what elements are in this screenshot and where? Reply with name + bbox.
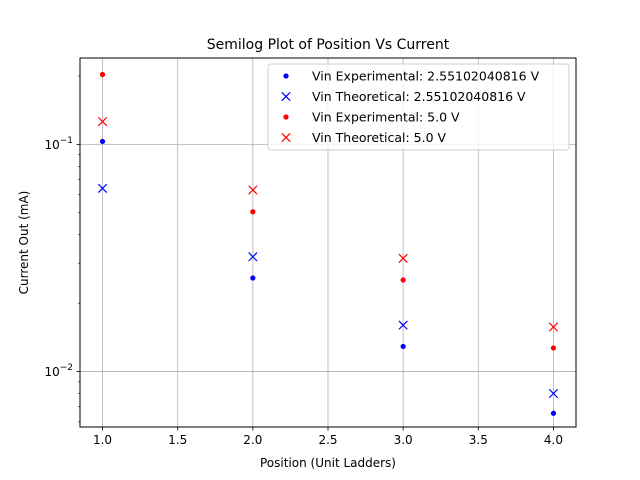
y-tick-label-exponent: −2 <box>60 363 73 373</box>
y-tick-label: 10−1 <box>44 136 73 152</box>
legend-marker-3 <box>281 132 291 143</box>
legend-label-2: Vin Experimental: 5.0 V <box>312 110 460 125</box>
x-tick-label: 2.5 <box>318 433 337 447</box>
series-2-point <box>250 209 256 215</box>
x-tick-label: 1.0 <box>93 433 112 447</box>
series-3-point <box>548 322 559 332</box>
series-2-point <box>550 345 557 351</box>
legend-marker-1 <box>281 91 291 102</box>
series-1-point <box>548 388 559 399</box>
legend-marker-0 <box>283 73 289 79</box>
series-1-point-stroke-b <box>398 320 408 330</box>
x-axis-label: Position (Unit Ladders) <box>260 456 396 470</box>
legend-marker-2 <box>283 114 289 120</box>
chart-title: Semilog Plot of Position Vs Current <box>207 37 450 53</box>
y-tick-label-base: 10 <box>44 138 59 152</box>
series-1-point <box>97 183 108 194</box>
series-3-point-stroke-b <box>248 185 258 195</box>
x-tick-label: 3.0 <box>394 433 413 447</box>
legend-marker-3-stroke-b <box>281 132 291 143</box>
legend: Vin Experimental: 2.55102040816 V Vin The… <box>267 63 570 151</box>
series-0-point <box>250 275 256 281</box>
series-1-point-stroke-b <box>548 388 559 399</box>
series-2-point <box>400 277 406 283</box>
series-0-point <box>400 343 406 350</box>
series-3-point <box>398 253 408 263</box>
x-tick-label: 1.5 <box>168 433 187 447</box>
series-3-point <box>97 116 108 127</box>
series-3-point-stroke-b <box>548 322 559 332</box>
y-tick-label-exponent: −1 <box>60 136 73 146</box>
series-1-point-stroke-b <box>248 252 258 262</box>
series-0-point <box>550 410 557 416</box>
data-marks <box>97 71 559 416</box>
series-0-point <box>99 138 106 145</box>
series-1-point-stroke-b <box>97 183 108 194</box>
legend-box <box>267 63 570 151</box>
axis-ticks: 1.0 1.5 2.0 2.5 3.0 3.5 4.010−110−2 <box>44 75 563 447</box>
x-tick-label: 4.0 <box>544 433 563 447</box>
x-tick-label: 2.0 <box>243 433 262 447</box>
legend-marker-1-stroke-b <box>281 91 291 102</box>
y-tick-label-base: 10 <box>44 365 59 379</box>
x-tick-label: 3.5 <box>469 433 488 447</box>
series-3-point <box>248 185 258 195</box>
y-tick-label: 10−2 <box>44 363 73 379</box>
series-3-point-stroke-b <box>97 116 108 127</box>
y-axis-label: Current Out (mA) <box>17 191 31 295</box>
series-1-point <box>248 252 258 262</box>
series-1-point <box>398 320 408 330</box>
legend-label-3: Vin Theoretical: 5.0 V <box>312 130 447 145</box>
legend-label-1: Vin Theoretical: 2.55102040816 V <box>312 89 526 104</box>
series-2-point <box>99 71 106 78</box>
series-3-point-stroke-b <box>398 253 408 263</box>
legend-label-0: Vin Experimental: 2.55102040816 V <box>312 69 540 84</box>
